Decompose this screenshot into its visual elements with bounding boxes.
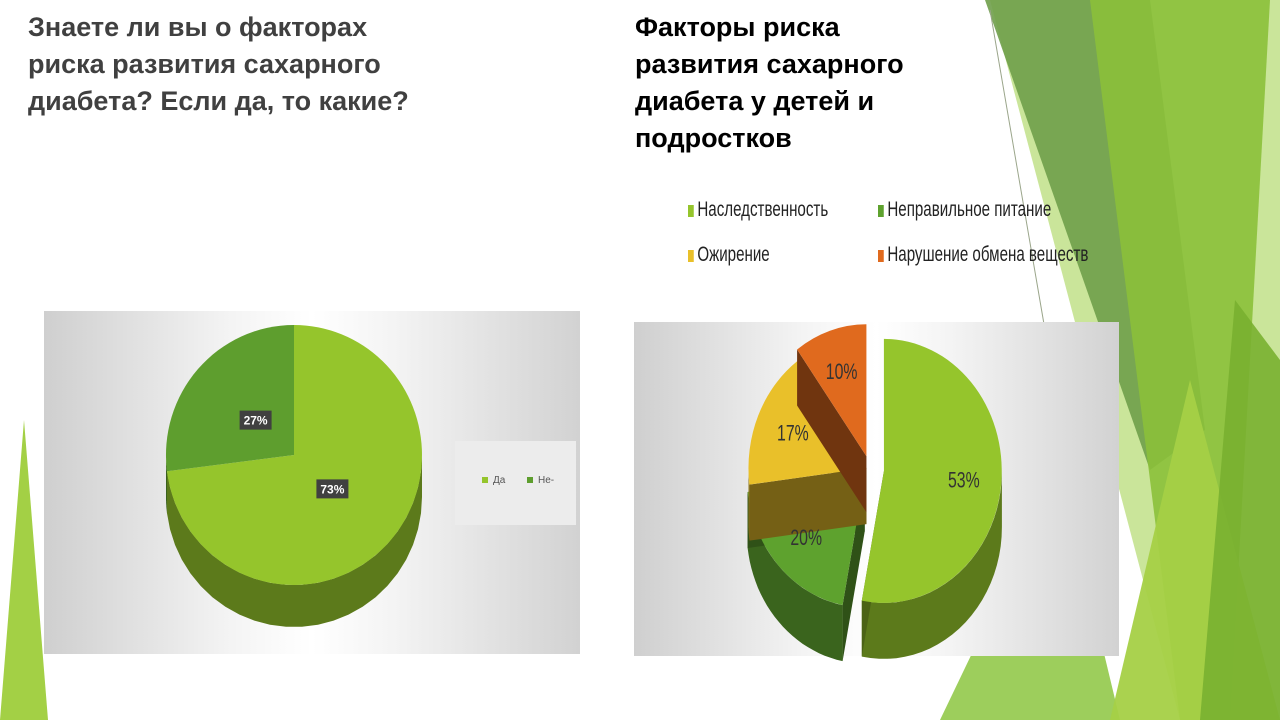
pie-slice xyxy=(861,338,1002,659)
pie-slice-top xyxy=(797,324,867,457)
left-chart-legend: Да Не- xyxy=(455,441,576,525)
legend-item-obesity: Ожирение xyxy=(688,243,770,267)
pie-slice-cut xyxy=(749,468,867,541)
data-label-box xyxy=(316,479,349,499)
legend-swatch xyxy=(688,205,694,217)
data-label: 73% xyxy=(320,482,344,496)
deco-line xyxy=(989,9,1046,331)
data-label: 53% xyxy=(948,469,980,493)
left-question-title: Знаете ли вы о факторах риска развития с… xyxy=(28,12,409,116)
data-label-box xyxy=(239,410,272,430)
legend-label: Да xyxy=(493,475,506,486)
legend-label: Не- xyxy=(538,475,555,486)
pie-slice-side xyxy=(166,455,167,514)
data-label: 27% xyxy=(244,414,268,428)
right-chart-legend: Наследственность Неправильное питание Ож… xyxy=(680,190,1100,280)
pie-slice xyxy=(167,325,422,627)
legend-swatch xyxy=(878,250,884,262)
legend-label: Наследственность xyxy=(697,198,829,221)
legend-item-nutrition: Неправильное питание xyxy=(878,198,1051,222)
pie-slice-side xyxy=(747,492,843,662)
pie-slice-cut xyxy=(797,349,867,513)
pie-slice xyxy=(165,325,294,514)
legend-swatch xyxy=(482,477,488,483)
pie-slice-side xyxy=(167,455,422,627)
pie-slice-top xyxy=(861,338,1002,603)
legend-label: Нарушение обмена веществ xyxy=(887,243,1089,266)
pie-slice-side xyxy=(861,470,1002,659)
data-label: 20% xyxy=(790,527,822,551)
data-label: 17% xyxy=(777,422,809,446)
legend-item-heredity: Наследственность xyxy=(688,198,828,222)
right-chart-title: Факторы риска развития сахарного диабета… xyxy=(635,12,904,153)
deco-triangle-left xyxy=(0,420,48,720)
pie-slice-top xyxy=(167,325,422,585)
legend-label: Ожирение xyxy=(697,243,770,266)
legend-item-metabolism: Нарушение обмена веществ xyxy=(878,243,1088,267)
legend-swatch xyxy=(527,477,533,483)
legend-label: Неправильное питание xyxy=(887,198,1052,221)
legend-item-ne: Не- xyxy=(527,475,554,486)
data-label: 10% xyxy=(826,361,858,385)
pie-slice xyxy=(797,324,867,513)
legend-swatch xyxy=(878,205,884,217)
deco-triangle-right-dark xyxy=(1200,300,1280,720)
legend-item-da: Да xyxy=(482,475,505,486)
pie-slice-top xyxy=(165,325,294,472)
legend-swatch xyxy=(688,250,694,262)
pie-slice-side xyxy=(748,468,750,541)
